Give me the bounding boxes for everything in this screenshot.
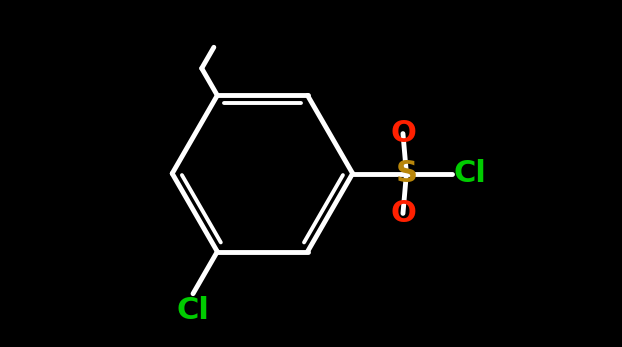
- Text: O: O: [390, 199, 416, 228]
- Text: Cl: Cl: [453, 159, 486, 188]
- Text: S: S: [396, 159, 417, 188]
- Text: O: O: [390, 119, 416, 148]
- Text: Cl: Cl: [177, 296, 210, 325]
